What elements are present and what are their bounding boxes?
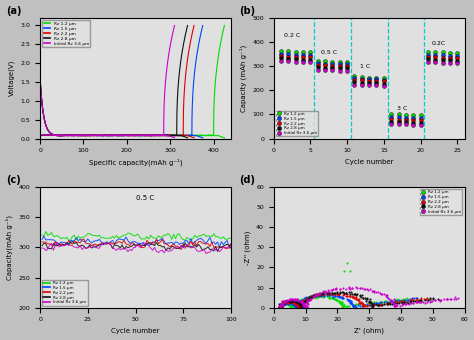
- Text: 0.2 C: 0.2 C: [284, 33, 300, 38]
- Y-axis label: Capacity (mAh g⁻¹): Capacity (mAh g⁻¹): [239, 45, 246, 112]
- Text: 3 C: 3 C: [397, 106, 407, 111]
- X-axis label: Specific capacity(mAh g⁻¹): Specific capacity(mAh g⁻¹): [89, 159, 182, 166]
- Text: 0.5 C: 0.5 C: [136, 195, 154, 201]
- X-axis label: Z' (ohm): Z' (ohm): [354, 328, 384, 335]
- Y-axis label: -Z'' (ohm): -Z'' (ohm): [244, 230, 251, 265]
- Text: (d): (d): [239, 175, 255, 185]
- Text: (c): (c): [6, 175, 20, 185]
- Text: 1 C: 1 C: [360, 64, 371, 69]
- X-axis label: Cycle number: Cycle number: [345, 159, 393, 165]
- Legend: Rz 1.2 μm, Rz 1.5 μm, Rz 2.2 μm, Rz 2.8 μm, Initial Rz 3.6 μm: Rz 1.2 μm, Rz 1.5 μm, Rz 2.2 μm, Rz 2.8 …: [42, 280, 88, 306]
- Legend: Rz 1.2 μm, Rz 1.5 μm, Rz 2.2 μm, Rz 2.8 μm, Initial Rz 3.6 μm: Rz 1.2 μm, Rz 1.5 μm, Rz 2.2 μm, Rz 2.8 …: [42, 20, 91, 47]
- X-axis label: Cycle number: Cycle number: [111, 328, 160, 334]
- Y-axis label: Voltage(V): Voltage(V): [9, 60, 15, 97]
- Text: (b): (b): [239, 5, 255, 16]
- Text: (a): (a): [6, 5, 21, 16]
- Legend: Rz 1.2 μm, Rz 1.5 μm, Rz 2.2 μm, Rz 2.8 μm, Initial Rz 3.6 μm: Rz 1.2 μm, Rz 1.5 μm, Rz 2.2 μm, Rz 2.8 …: [276, 110, 318, 136]
- Y-axis label: Capacity(mAh g⁻¹): Capacity(mAh g⁻¹): [6, 215, 13, 280]
- Text: 0.5 C: 0.5 C: [321, 50, 337, 55]
- Legend: Rz 1.2 μm, Rz 1.5 μm, Rz 2.2 μm, Rz 2.8 μm, Initial Rz 3.6 μm: Rz 1.2 μm, Rz 1.5 μm, Rz 2.2 μm, Rz 2.8 …: [420, 189, 463, 215]
- Text: 0.2C: 0.2C: [432, 41, 446, 46]
